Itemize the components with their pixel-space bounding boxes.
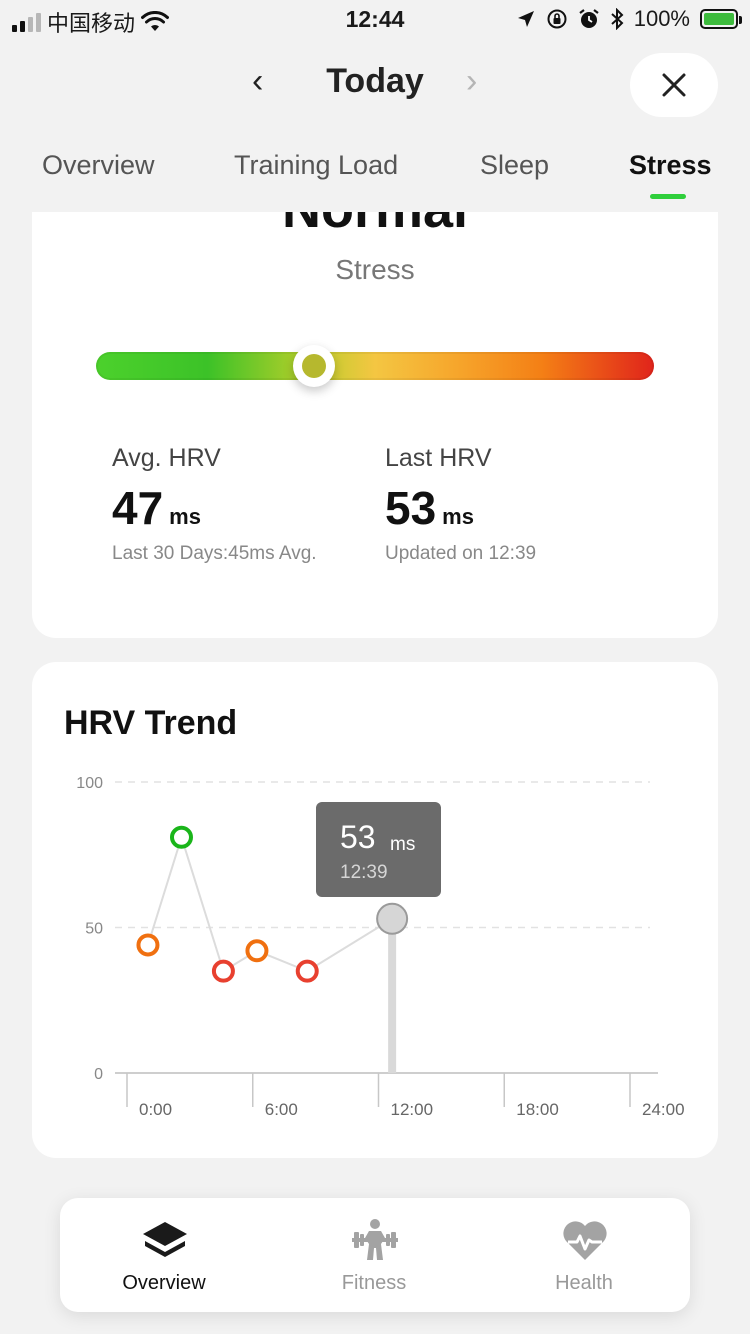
nav-overview-label: Overview xyxy=(122,1272,206,1294)
tooltip-unit: ms xyxy=(390,834,415,855)
bluetooth-icon xyxy=(611,8,624,30)
stress-level-indicator xyxy=(292,345,335,387)
close-icon xyxy=(662,73,686,97)
status-bar-left: 中国移动 xyxy=(12,6,170,38)
y-tick-label: 0 xyxy=(94,1066,103,1083)
active-tab-indicator xyxy=(650,194,686,199)
selected-data-point[interactable] xyxy=(376,902,409,935)
close-button[interactable] xyxy=(630,53,718,117)
stress-level-bar xyxy=(96,345,654,387)
location-arrow-icon xyxy=(517,11,534,27)
chart-tooltip: 53 ms 12:39 xyxy=(316,802,441,897)
selection-bar xyxy=(388,918,397,1073)
data-point[interactable] xyxy=(245,939,269,963)
heart-pulse-icon xyxy=(563,1221,607,1260)
chevron-right-icon[interactable]: › xyxy=(466,62,478,100)
avg-hrv-unit: ms xyxy=(169,504,201,529)
bottom-nav: Overview Fitness Health xyxy=(60,1198,690,1312)
avg-hrv-subtitle: Last 30 Days:45ms Avg. xyxy=(112,543,317,564)
nav-overview[interactable]: Overview xyxy=(64,1198,264,1312)
hrv-trend-card: HRV Trend 0 50 100 0:00 6:00 12:00 18:00 24:00 … xyxy=(32,662,718,1158)
header: ‹ Today › xyxy=(0,50,750,120)
last-hrv-value: 53 xyxy=(385,482,437,534)
page-title: Today xyxy=(326,62,424,100)
tab-stress[interactable]: Stress xyxy=(629,150,712,180)
y-tick-label: 100 xyxy=(76,775,103,792)
status-bar: 中国移动 12:44 100% xyxy=(0,0,750,40)
y-tick-label: 50 xyxy=(85,921,103,938)
tooltip-value: 53 xyxy=(340,819,376,855)
last-hrv-subtitle: Updated on 12:39 xyxy=(385,543,537,564)
data-point[interactable] xyxy=(136,933,160,957)
data-point[interactable] xyxy=(295,959,319,983)
signal-icon xyxy=(12,12,41,32)
chevron-left-icon[interactable]: ‹ xyxy=(252,62,264,100)
last-hrv-title: Last HRV xyxy=(385,444,492,472)
battery-charging-icon xyxy=(700,9,742,29)
x-tick-label: 24:00 xyxy=(642,1100,685,1119)
nav-health-label: Health xyxy=(555,1272,613,1294)
x-tick-label: 6:00 xyxy=(265,1100,298,1119)
tab-sleep[interactable]: Sleep xyxy=(480,150,550,180)
hrv-trend-chart[interactable]: 0 50 100 0:00 6:00 12:00 18:00 24:00 53 ms 12:3… xyxy=(32,662,718,1158)
alarm-icon xyxy=(579,9,599,28)
tab-bar: Overview Training Load Sleep Stress xyxy=(0,140,750,210)
tooltip-time: 12:39 xyxy=(340,862,388,883)
x-tick-label: 0:00 xyxy=(139,1100,172,1119)
status-time: 12:44 xyxy=(345,6,405,32)
stress-status: Normal xyxy=(32,212,718,240)
nav-fitness-label: Fitness xyxy=(341,1272,407,1294)
nav-health[interactable]: Health xyxy=(484,1198,684,1312)
weightlifter-icon xyxy=(352,1219,398,1260)
tab-overview[interactable]: Overview xyxy=(42,150,155,180)
status-bar-right: 100% xyxy=(516,6,742,32)
avg-hrv-metric: Avg. HRV 47 ms Last 30 Days:45ms Avg. xyxy=(112,444,317,565)
last-hrv-metric: Last HRV 53 ms Updated on 12:39 xyxy=(385,444,536,565)
data-point[interactable] xyxy=(169,825,193,849)
tab-training-load[interactable]: Training Load xyxy=(234,150,399,180)
wifi-icon xyxy=(141,11,170,31)
stress-label: Stress xyxy=(335,254,415,285)
battery-percent: 100% xyxy=(633,6,690,31)
data-point[interactable] xyxy=(211,959,235,983)
avg-hrv-value: 47 xyxy=(112,482,164,534)
last-hrv-unit: ms xyxy=(442,504,474,529)
hrv-trend-title: HRV Trend xyxy=(64,704,238,742)
x-tick-label: 12:00 xyxy=(391,1100,434,1119)
layers-icon xyxy=(143,1222,187,1257)
series-line xyxy=(147,833,393,973)
avg-hrv-title: Avg. HRV xyxy=(112,444,221,472)
x-tick-label: 18:00 xyxy=(516,1100,559,1119)
nav-fitness[interactable]: Fitness xyxy=(274,1198,474,1312)
orientation-lock-icon xyxy=(547,9,567,29)
carrier-name: 中国移动 xyxy=(47,11,136,36)
